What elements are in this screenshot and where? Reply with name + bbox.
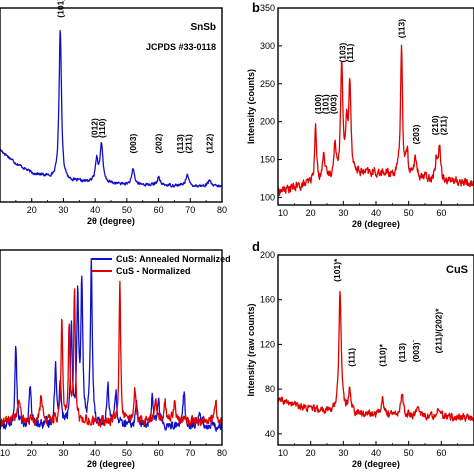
y-tick-label: 350: [260, 3, 275, 13]
peak-label: (210): [430, 115, 440, 135]
x-tick-label: 50: [404, 208, 414, 218]
peak-label: (003): [128, 133, 138, 153]
peak-label: (111): [347, 348, 357, 367]
x-tick-label: 80: [217, 448, 227, 458]
peak-label: (113): [396, 19, 406, 39]
x-tick-label: 10: [278, 208, 288, 218]
panel-annotation: CuS: [446, 264, 468, 276]
peak-label: (113): [397, 343, 407, 363]
x-tick-label: 60: [154, 448, 164, 458]
peak-label: (211): [184, 134, 194, 154]
panel-annotation: JCPDS #33-0118: [146, 42, 216, 52]
peak-label: (211): [438, 116, 448, 136]
y-tick-label: 250: [260, 79, 275, 89]
peak-label: (203): [411, 124, 421, 144]
x-tick-label: 80: [217, 205, 227, 215]
x-tick-label: 30: [58, 448, 68, 458]
y-tick-label: 100: [260, 192, 275, 202]
x-tick-label: 70: [185, 448, 195, 458]
x-axis-title: 2θ (degree): [87, 459, 135, 469]
panel-a-snsb-pattern: 20 30 40 50 60 70 80 2θ (degree) (101) (012)(110)…: [0, 0, 227, 226]
x-axis-title: 2θ (degree): [352, 219, 400, 229]
x-tick-label: 40: [90, 448, 100, 458]
x-tick-label: 60: [436, 448, 446, 458]
series-line-a-0: [0, 29, 222, 188]
x-tick-label: 10: [0, 448, 10, 458]
peak-label: (202): [154, 133, 164, 153]
series-line-c-1: [0, 280, 222, 428]
x-tick-label: 20: [27, 448, 37, 458]
peak-label: (003): [329, 94, 339, 114]
x-tick-label: 20: [27, 205, 37, 215]
x-tick-label: 50: [122, 448, 132, 458]
y-tick-label: 160: [260, 295, 275, 305]
x-tick-label: 40: [90, 205, 100, 215]
y-tick-label: 300: [260, 41, 275, 51]
x-tick-label: 50: [122, 205, 132, 215]
peak-label: (003)`: [411, 339, 421, 362]
peak-label: (110)*: [378, 343, 388, 366]
x-tick-label: 10: [278, 448, 288, 458]
series-line-d-0: [278, 290, 474, 422]
y-axis-title: Intensity (raw counts): [246, 303, 256, 396]
x-tick-label: 60: [154, 205, 164, 215]
legend-label: CuS - Normalized: [116, 266, 191, 276]
x-tick-label: 70: [185, 205, 195, 215]
peak-label: (113): [175, 134, 185, 154]
y-tick-label: 150: [260, 155, 275, 165]
x-tick-label: 40: [371, 448, 381, 458]
y-tick-label: 120: [260, 339, 275, 349]
peak-label: (101): [321, 94, 331, 114]
y-tick-label: 80: [265, 384, 275, 394]
peak-label: (122): [204, 133, 214, 153]
y-tick-label: 200: [260, 117, 275, 127]
series-line-c-0: [0, 258, 222, 432]
series-line-b-0: [278, 44, 474, 197]
peak-label: (103): [337, 43, 347, 63]
peak-label: (110): [97, 118, 107, 138]
x-tick-label: 20: [306, 448, 316, 458]
x-axis-title: 2θ (degree): [352, 459, 400, 469]
peak-label: (012): [90, 118, 100, 138]
x-axis-title: 2θ (degree): [87, 216, 135, 226]
x-tick-label: 50: [404, 448, 414, 458]
legend-label: CuS: Annealed Normalized: [116, 254, 231, 264]
x-tick-label: 30: [338, 448, 348, 458]
panel-letter: b: [252, 0, 260, 15]
peak-label: (100): [313, 94, 323, 114]
peak-label: (101): [55, 0, 65, 18]
panel-annotation: SnSb: [190, 22, 216, 33]
panel-c-cus-normalized: 10 20 30 40 50 60 70 80 2θ (degree) CuS: Annealed…: [0, 249, 231, 469]
peak-label: (101)*: [332, 258, 342, 282]
x-tick-label: 40: [371, 208, 381, 218]
x-tick-label: 60: [436, 208, 446, 218]
y-axis-title: Intensity (counts): [246, 69, 256, 144]
x-tick-label: 30: [58, 205, 68, 215]
peak-label: (211)/(202)*: [434, 308, 444, 354]
panel-b-intensity-counts: 10 20 30 40 50 60 100 150 200 250 300 350 2θ (degree…: [246, 0, 474, 229]
peak-label: (111): [345, 43, 355, 62]
y-tick-label: 40: [265, 429, 275, 439]
y-tick-label: 200: [260, 250, 275, 260]
panel-d-cus-raw-counts: 10 20 30 40 50 60 40 80 120 160 200 2θ (degree) Inte…: [246, 239, 474, 469]
x-tick-label: 20: [306, 208, 316, 218]
panel-letter: d: [252, 239, 260, 254]
x-tick-label: 30: [338, 208, 348, 218]
